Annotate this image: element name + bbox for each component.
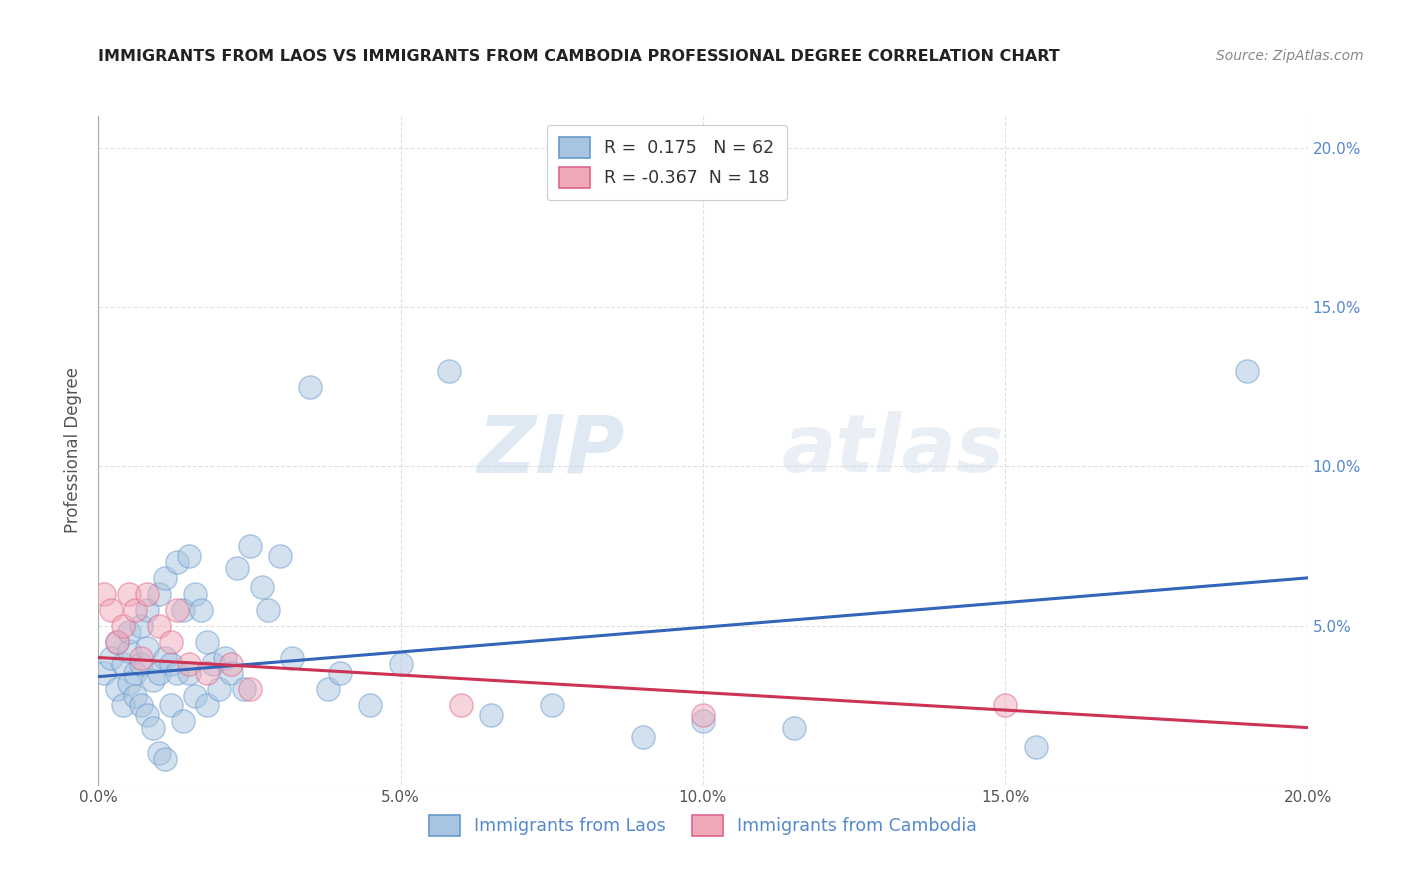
Point — [160, 634, 183, 648]
Point — [135, 587, 157, 601]
Point — [118, 625, 141, 640]
Point — [316, 682, 339, 697]
Point — [239, 539, 262, 553]
Text: ZIP: ZIP — [477, 411, 624, 490]
Point — [481, 707, 503, 722]
Point — [124, 666, 146, 681]
Point — [166, 666, 188, 681]
Point — [184, 689, 207, 703]
Point — [129, 657, 152, 671]
Point — [329, 666, 352, 681]
Point — [148, 587, 170, 601]
Point — [135, 707, 157, 722]
Text: IMMIGRANTS FROM LAOS VS IMMIGRANTS FROM CAMBODIA PROFESSIONAL DEGREE CORRELATION: IMMIGRANTS FROM LAOS VS IMMIGRANTS FROM … — [98, 49, 1060, 64]
Point — [148, 666, 170, 681]
Point — [142, 721, 165, 735]
Point — [250, 581, 273, 595]
Point — [166, 603, 188, 617]
Point — [281, 650, 304, 665]
Point — [118, 587, 141, 601]
Text: Source: ZipAtlas.com: Source: ZipAtlas.com — [1216, 49, 1364, 63]
Text: atlas: atlas — [782, 411, 1004, 490]
Point — [172, 714, 194, 729]
Point — [1236, 364, 1258, 378]
Point — [105, 634, 128, 648]
Y-axis label: Professional Degree: Professional Degree — [65, 368, 83, 533]
Point — [360, 698, 382, 713]
Point — [195, 666, 218, 681]
Point — [450, 698, 472, 713]
Point — [118, 644, 141, 658]
Point — [105, 634, 128, 648]
Point — [111, 698, 134, 713]
Point — [148, 746, 170, 760]
Point — [208, 682, 231, 697]
Point — [256, 603, 278, 617]
Point — [221, 666, 243, 681]
Point — [692, 714, 714, 729]
Point — [93, 666, 115, 681]
Point — [124, 603, 146, 617]
Point — [179, 657, 201, 671]
Point — [142, 673, 165, 687]
Point — [195, 698, 218, 713]
Point — [160, 698, 183, 713]
Point — [105, 682, 128, 697]
Point — [111, 657, 134, 671]
Point — [166, 555, 188, 569]
Point — [232, 682, 254, 697]
Point — [160, 657, 183, 671]
Point — [239, 682, 262, 697]
Point — [540, 698, 562, 713]
Point — [153, 571, 176, 585]
Point — [172, 603, 194, 617]
Point — [195, 634, 218, 648]
Point — [100, 603, 122, 617]
Point — [221, 657, 243, 671]
Point — [93, 587, 115, 601]
Point — [190, 603, 212, 617]
Point — [631, 730, 654, 744]
Point — [269, 549, 291, 563]
Point — [100, 650, 122, 665]
Point — [148, 618, 170, 632]
Point — [214, 650, 236, 665]
Point — [1024, 739, 1046, 754]
Point — [202, 657, 225, 671]
Legend: Immigrants from Laos, Immigrants from Cambodia: Immigrants from Laos, Immigrants from Ca… — [422, 808, 984, 843]
Point — [111, 618, 134, 632]
Point — [184, 587, 207, 601]
Point — [124, 689, 146, 703]
Point — [129, 618, 152, 632]
Point — [299, 380, 322, 394]
Point — [153, 650, 176, 665]
Point — [118, 676, 141, 690]
Point — [179, 666, 201, 681]
Point — [153, 752, 176, 766]
Point — [389, 657, 412, 671]
Point — [135, 603, 157, 617]
Point — [437, 364, 460, 378]
Point — [129, 698, 152, 713]
Point — [135, 640, 157, 655]
Point — [692, 707, 714, 722]
Point — [226, 561, 249, 575]
Point — [783, 721, 806, 735]
Point — [179, 549, 201, 563]
Point — [129, 650, 152, 665]
Point — [994, 698, 1017, 713]
